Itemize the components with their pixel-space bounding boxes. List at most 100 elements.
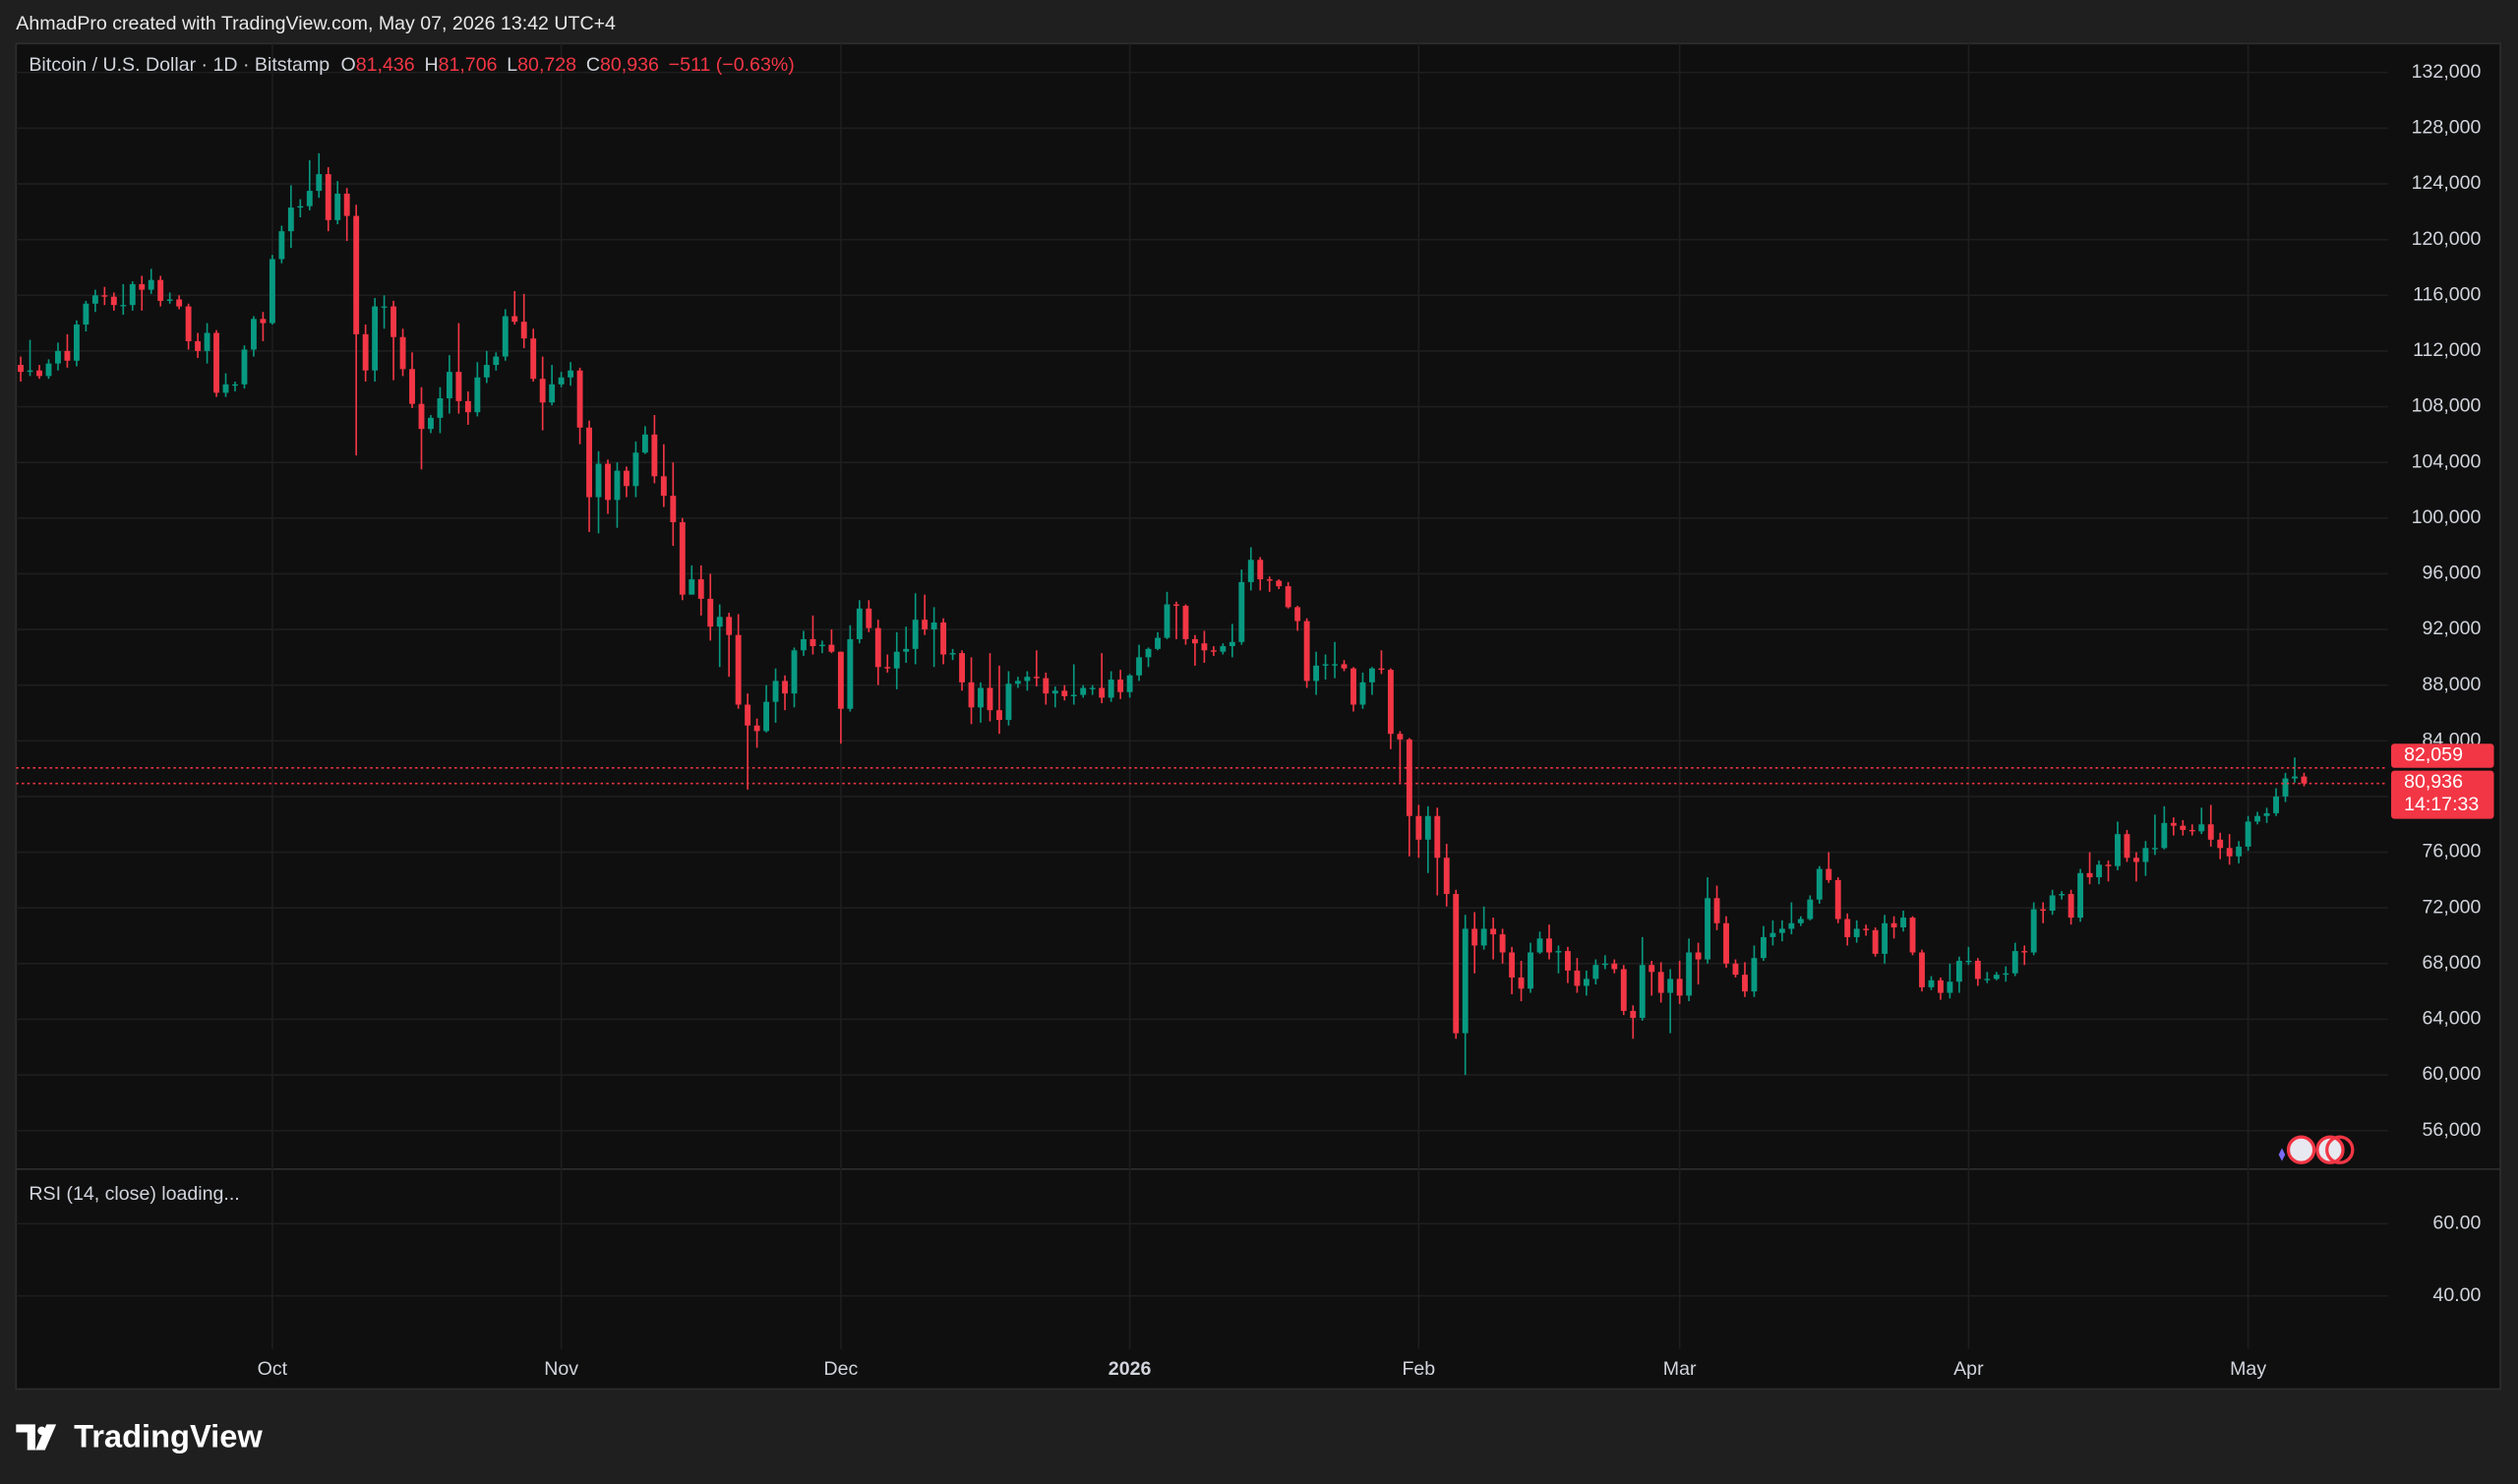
candle-body xyxy=(1397,734,1404,740)
candle-body xyxy=(1630,1010,1637,1019)
candle-body xyxy=(689,579,695,595)
candle-body xyxy=(1359,682,1366,705)
candle-body xyxy=(1909,918,1916,953)
candle-body xyxy=(893,651,900,669)
candle-body xyxy=(1518,977,1525,989)
candle-body xyxy=(2170,822,2177,826)
candle-body xyxy=(641,434,648,453)
candle-body xyxy=(2245,821,2251,847)
candle-body xyxy=(2105,864,2112,866)
candle-body xyxy=(884,667,891,669)
candle-body xyxy=(940,622,947,655)
candle-body xyxy=(1695,952,1702,960)
candle-body xyxy=(1639,965,1646,1019)
candle-body xyxy=(45,363,52,377)
candle-body xyxy=(1424,815,1431,840)
candle-body xyxy=(1713,898,1720,923)
candle-body xyxy=(343,193,350,216)
candle-body xyxy=(576,370,583,428)
candle-body xyxy=(195,340,202,351)
candle-body xyxy=(437,398,444,418)
y-tick-label: 128,000 xyxy=(2412,117,2482,139)
candle-body xyxy=(2180,825,2187,830)
y-tick-label: 112,000 xyxy=(2413,339,2481,361)
candle-body xyxy=(1769,932,1776,937)
candle-body xyxy=(428,417,434,430)
candle-body xyxy=(1313,665,1320,682)
candle-body xyxy=(1826,868,1832,880)
candle-body xyxy=(922,620,929,630)
candle-body xyxy=(520,322,527,339)
y-tick-label: 96,000 xyxy=(2423,563,2482,584)
legend-title: Bitcoin / U.S. Dollar · 1D · Bitstamp xyxy=(29,54,330,76)
legend-key: C xyxy=(586,54,600,76)
candle-body xyxy=(1882,922,1888,954)
candle-body xyxy=(1528,952,1533,989)
candle-body xyxy=(2254,815,2261,822)
candle-body xyxy=(409,369,415,404)
candle-body xyxy=(1574,970,1581,986)
candle-body xyxy=(2132,858,2139,862)
candle-body xyxy=(222,384,229,393)
candle-body xyxy=(493,356,500,366)
candle-body xyxy=(828,644,835,652)
candle-body xyxy=(1955,960,1962,982)
price-label-box xyxy=(2391,743,2494,768)
candle-body xyxy=(287,208,294,232)
candle-body xyxy=(549,384,556,403)
candle-body xyxy=(2198,824,2205,832)
candle-body xyxy=(866,608,872,628)
candle-body xyxy=(2040,909,2047,912)
candle-body xyxy=(1051,690,1058,694)
candle-body xyxy=(1816,868,1823,900)
candle-body xyxy=(251,319,257,350)
candle-body xyxy=(930,622,937,630)
candle-body xyxy=(1546,938,1552,953)
candle-body xyxy=(362,333,369,371)
candle-body xyxy=(139,283,146,290)
candle-body xyxy=(1742,975,1748,992)
y-tick-label: 92,000 xyxy=(2423,618,2482,639)
candle-body xyxy=(1350,668,1356,705)
y-tick-label: 72,000 xyxy=(2423,896,2482,918)
candle-body xyxy=(614,470,621,501)
candle-body xyxy=(605,463,611,501)
candle-body xyxy=(539,379,546,403)
y-tick-label: 76,000 xyxy=(2423,841,2482,862)
candle-body xyxy=(2115,834,2121,866)
candle-body xyxy=(1099,687,1106,698)
price-label-box xyxy=(2391,770,2494,819)
candle-body xyxy=(978,687,984,708)
candle-body xyxy=(64,350,71,361)
candle-body xyxy=(2301,776,2308,784)
candle-body xyxy=(1834,879,1841,920)
candle-body xyxy=(316,174,323,192)
candle-body xyxy=(2151,848,2158,850)
candle-body xyxy=(801,638,807,651)
candle-body xyxy=(1453,894,1460,1034)
candle-body xyxy=(1667,979,1674,993)
legend-value: 81,436 xyxy=(356,54,415,76)
y-tick-label: 88,000 xyxy=(2423,674,2482,695)
candle-body xyxy=(1182,605,1189,639)
candle-body xyxy=(1294,607,1301,622)
candle-body xyxy=(1080,687,1087,695)
candle-body xyxy=(1620,969,1627,1011)
candle-body xyxy=(381,306,388,308)
legend-value: 80,936 xyxy=(600,54,659,76)
candle-body xyxy=(2263,812,2270,816)
candle-body xyxy=(260,319,267,324)
candle-body xyxy=(464,400,471,413)
candle-body xyxy=(745,704,751,726)
legend-change: −511 (−0.63%) xyxy=(669,54,795,76)
brand-name: TradingView xyxy=(74,1418,263,1454)
candle-body xyxy=(912,620,919,649)
candle-body xyxy=(306,191,313,207)
candle-body xyxy=(1043,678,1049,694)
candle-body xyxy=(185,306,192,341)
legend-key: O xyxy=(341,54,356,76)
candle-body xyxy=(91,295,98,304)
candle-body xyxy=(372,306,379,371)
candle-body xyxy=(763,701,770,732)
